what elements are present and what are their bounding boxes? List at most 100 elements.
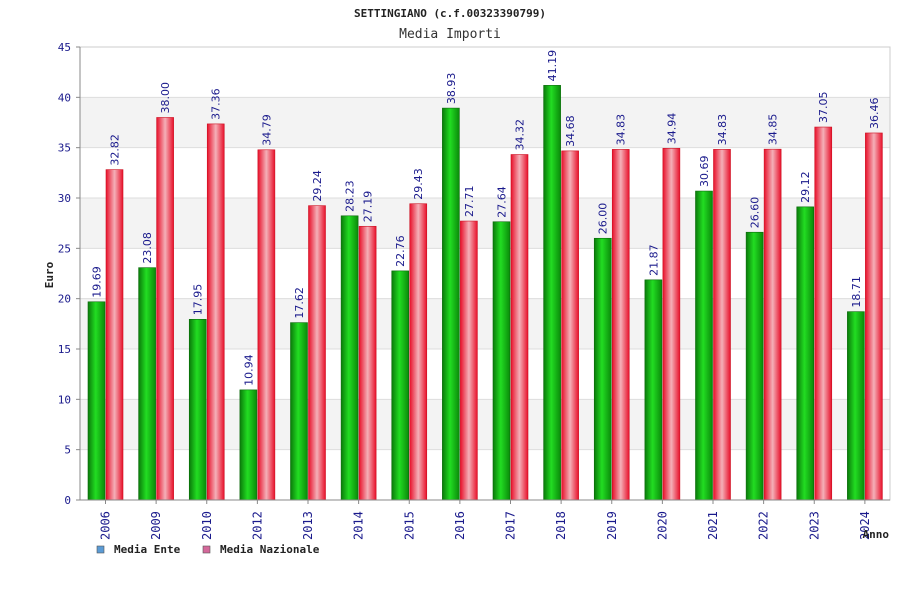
bar-value-label: 34.83 bbox=[615, 114, 628, 146]
legend-label-media-nazionale: Media Nazionale bbox=[220, 543, 320, 556]
bar-media-ente bbox=[847, 311, 865, 501]
y-tick-label: 15 bbox=[58, 343, 71, 356]
x-axis-title: Anno bbox=[863, 528, 890, 541]
legend-label-media-ente: Media Ente bbox=[114, 543, 181, 556]
bar-media-ente bbox=[138, 267, 156, 501]
bar-value-label: 29.24 bbox=[311, 170, 324, 202]
bar-media-ente bbox=[442, 107, 460, 501]
bar-value-label: 19.69 bbox=[91, 266, 104, 298]
bar-media-ente bbox=[391, 270, 410, 501]
bar-value-label: 29.12 bbox=[799, 171, 812, 203]
bar-media-nazionale bbox=[156, 117, 174, 501]
bar-media-ente bbox=[745, 231, 764, 501]
bar-media-ente bbox=[543, 85, 561, 501]
x-tick-label: 2020 bbox=[655, 511, 669, 540]
bar-media-nazionale bbox=[662, 147, 681, 501]
bar-media-ente bbox=[340, 215, 359, 501]
bar-media-nazionale bbox=[561, 150, 579, 501]
plot-area: 19.69 32.82 23.08 38.00 17.95 37.36 10.94 34.79… bbox=[79, 46, 891, 501]
bar-value-label: 30.69 bbox=[698, 156, 711, 188]
value-labels: 19.69 32.82 23.08 38.00 17.95 37.36 10.94 34.79… bbox=[91, 50, 881, 386]
legend: Media Ente Media Nazionale bbox=[96, 543, 320, 556]
bar-media-ente bbox=[290, 322, 308, 501]
legend-swatch-media-ente bbox=[96, 545, 105, 554]
bar-value-label: 41.19 bbox=[546, 50, 559, 82]
bar-media-ente bbox=[644, 279, 663, 501]
bar-media-ente bbox=[188, 319, 207, 501]
bar-value-label: 22.76 bbox=[394, 235, 407, 267]
bar-value-label: 34.85 bbox=[767, 114, 780, 146]
y-tick-label: 30 bbox=[58, 192, 71, 205]
bar-value-label: 37.36 bbox=[210, 88, 223, 120]
y-tick-label: 0 bbox=[64, 494, 71, 507]
bar-value-label: 21.87 bbox=[647, 244, 660, 276]
y-axis-ticks: 0 5 10 15 20 25 30 35 40 45 bbox=[58, 41, 80, 507]
x-tick-label: 2009 bbox=[149, 511, 163, 540]
x-tick-label: 2006 bbox=[99, 511, 113, 540]
bar-media-ente bbox=[593, 237, 612, 501]
bar-media-nazionale bbox=[409, 203, 428, 501]
bar-value-label: 34.94 bbox=[665, 113, 678, 145]
legend-item-media-nazionale: Media Nazionale bbox=[202, 543, 320, 556]
bar-value-label: 26.60 bbox=[749, 197, 762, 229]
bar-media-nazionale bbox=[257, 149, 276, 501]
bar-value-label: 23.08 bbox=[141, 232, 154, 264]
chart-title: SETTINGIANO (c.f.00323390799) bbox=[354, 7, 546, 20]
x-tick-label: 2014 bbox=[352, 511, 366, 540]
bar-media-nazionale bbox=[814, 126, 833, 501]
bar-media-nazionale bbox=[713, 149, 731, 501]
y-tick-label: 35 bbox=[58, 142, 71, 155]
x-tick-label: 2017 bbox=[504, 511, 518, 540]
bar-media-ente bbox=[695, 190, 713, 501]
bar-value-label: 28.23 bbox=[344, 180, 357, 212]
bar-media-ente bbox=[239, 389, 258, 501]
bar-media-ente bbox=[796, 206, 815, 501]
bar-media-nazionale bbox=[308, 205, 326, 501]
bar-media-ente bbox=[87, 301, 106, 501]
x-tick-label: 2023 bbox=[807, 511, 821, 540]
bar-media-nazionale bbox=[358, 225, 377, 501]
bar-value-label: 38.93 bbox=[445, 73, 458, 105]
bar-value-label: 17.62 bbox=[293, 287, 306, 319]
bar-value-label: 37.05 bbox=[817, 92, 830, 124]
y-tick-label: 45 bbox=[58, 41, 71, 54]
bar-media-ente bbox=[492, 221, 511, 501]
bar-media-nazionale bbox=[763, 148, 782, 501]
bar-value-label: 29.43 bbox=[412, 168, 425, 200]
bar-media-nazionale bbox=[510, 154, 529, 501]
y-axis-title: Euro bbox=[43, 261, 56, 288]
bar-value-label: 27.71 bbox=[463, 186, 476, 218]
bar-value-label: 36.46 bbox=[868, 97, 881, 129]
x-tick-label: 2021 bbox=[706, 511, 720, 540]
x-tick-label: 2015 bbox=[402, 511, 416, 540]
bar-media-nazionale bbox=[206, 123, 225, 501]
bar-value-label: 10.94 bbox=[242, 354, 255, 386]
bar-value-label: 38.00 bbox=[159, 82, 172, 114]
x-tick-label: 2024 bbox=[858, 511, 872, 540]
bar-media-nazionale bbox=[460, 220, 478, 501]
bars bbox=[87, 85, 883, 501]
y-tick-label: 40 bbox=[58, 91, 71, 104]
x-tick-label: 2012 bbox=[250, 511, 264, 540]
bar-value-label: 27.19 bbox=[362, 191, 375, 223]
bar-value-label: 34.32 bbox=[514, 119, 527, 151]
bar-value-label: 17.95 bbox=[192, 284, 205, 316]
bar-value-label: 26.00 bbox=[597, 203, 610, 235]
x-tick-label: 2010 bbox=[200, 511, 214, 540]
y-tick-label: 25 bbox=[58, 242, 71, 255]
x-tick-label: 2018 bbox=[554, 511, 568, 540]
bar-media-nazionale bbox=[611, 149, 630, 501]
y-tick-label: 5 bbox=[64, 444, 71, 457]
x-axis-ticks: 2006 2009 2010 2012 2013 2014 2015 2016 2017 2018… bbox=[99, 500, 872, 540]
x-tick-label: 2019 bbox=[605, 511, 619, 540]
bar-value-label: 27.64 bbox=[496, 186, 509, 218]
legend-swatch-media-nazionale bbox=[202, 545, 211, 554]
legend-item-media-ente: Media Ente bbox=[96, 543, 181, 556]
x-tick-label: 2013 bbox=[301, 511, 315, 540]
x-tick-label: 2022 bbox=[757, 511, 771, 540]
bar-value-label: 34.79 bbox=[260, 114, 273, 146]
bar-value-label: 32.82 bbox=[109, 134, 122, 166]
y-tick-label: 10 bbox=[58, 393, 71, 406]
bar-value-label: 18.71 bbox=[850, 276, 863, 308]
